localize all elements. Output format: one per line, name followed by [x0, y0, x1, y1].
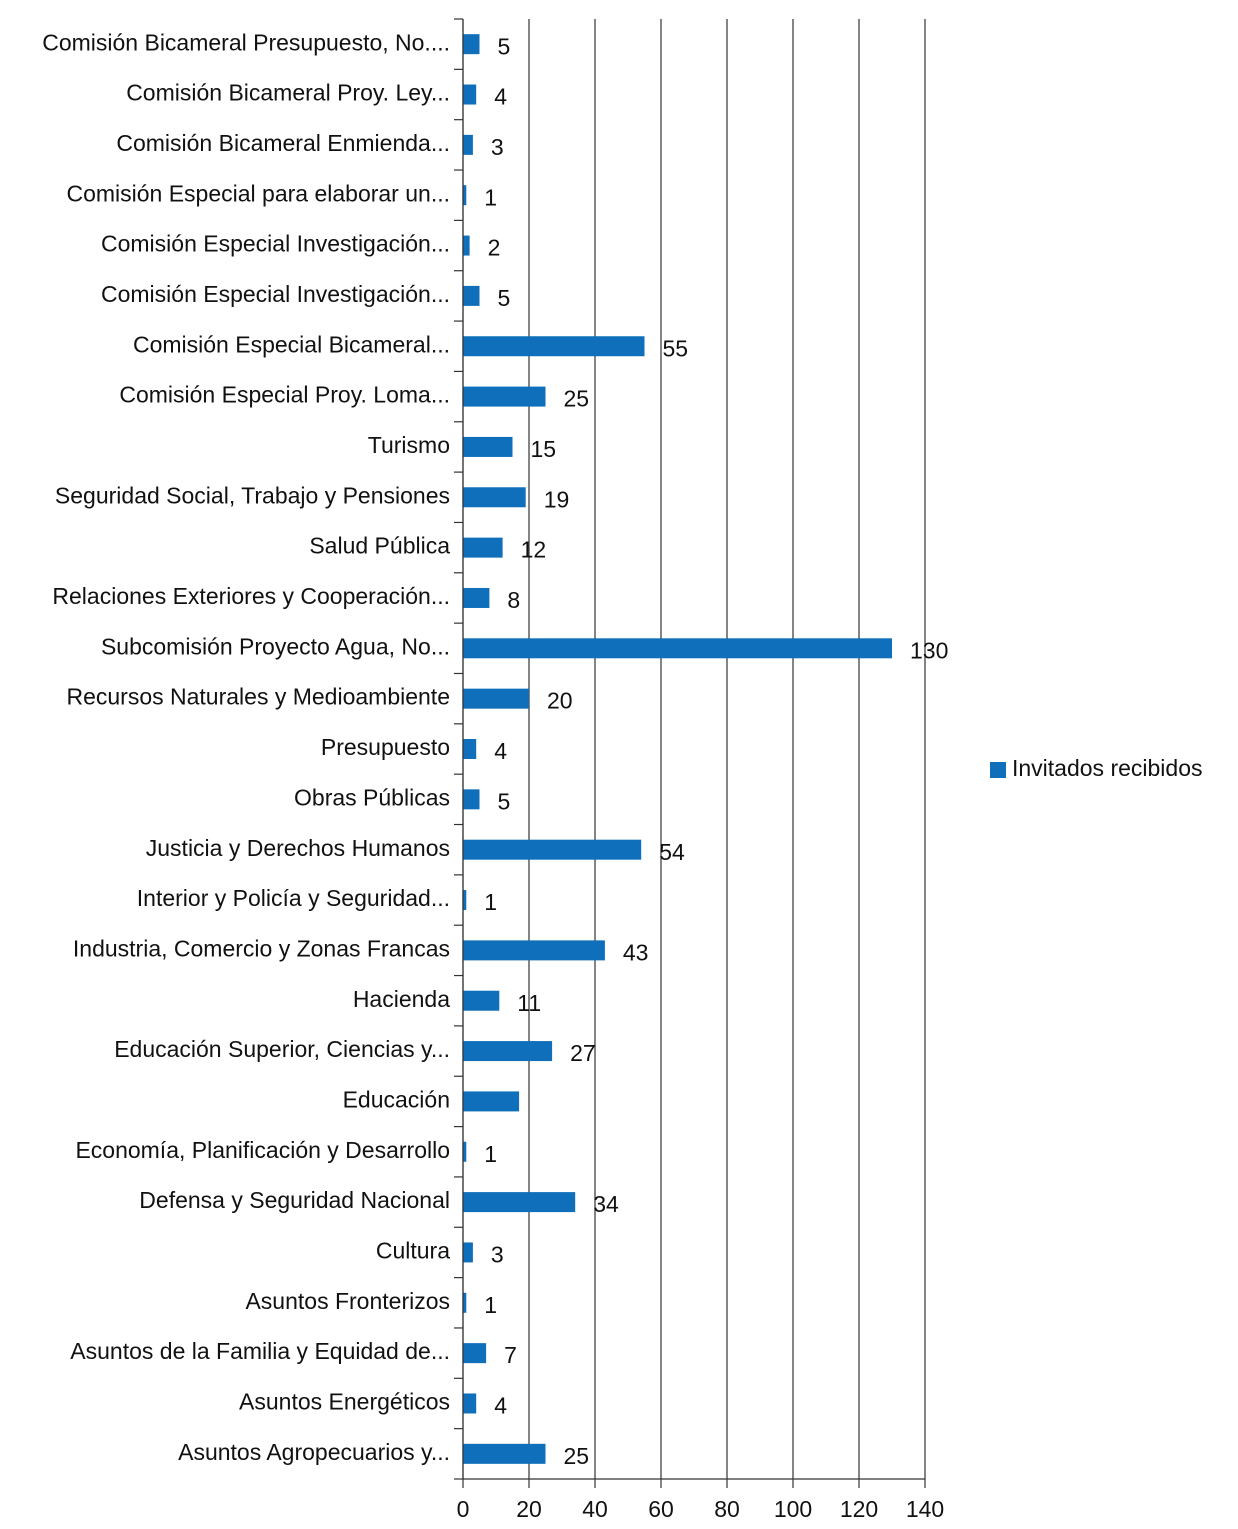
data-label: 20	[547, 688, 573, 714]
y-tick-label: Economía, Planificación y Desarrollo	[75, 1137, 450, 1163]
y-tick-label: Comisión Bicameral Enmienda...	[116, 130, 450, 156]
y-tick-label: Relaciones Exteriores y Cooperación...	[52, 583, 450, 609]
y-tick-label: Comisión Especial Bicameral...	[133, 331, 450, 357]
x-tick-label: 100	[774, 1496, 812, 1522]
x-tick-label: 60	[648, 1496, 674, 1522]
bar	[463, 285, 480, 306]
y-tick-label: Cultura	[376, 1238, 450, 1264]
bar	[463, 890, 467, 911]
bar	[463, 1141, 467, 1162]
x-tick-label: 120	[840, 1496, 878, 1522]
data-label: 11	[517, 990, 541, 1016]
data-label: 1	[484, 889, 497, 915]
y-tick-label: Comisión Bicameral Proy. Ley...	[126, 80, 450, 106]
bar	[463, 436, 513, 457]
bar	[463, 487, 526, 508]
y-tick-label: Defensa y Seguridad Nacional	[139, 1187, 450, 1213]
data-label: 1	[484, 184, 497, 210]
bar	[463, 839, 642, 860]
y-tick-label: Asuntos Agropecuarios y...	[178, 1439, 450, 1465]
data-label: 1	[484, 1292, 497, 1318]
x-tick-label: 140	[906, 1496, 944, 1522]
data-label: 130	[910, 637, 948, 663]
y-tick-label: Comisión Especial Investigación...	[101, 281, 450, 307]
y-tick-label: Interior y Policía y Seguridad...	[137, 885, 450, 911]
legend-swatch	[990, 762, 1006, 778]
bar	[463, 638, 892, 659]
bar	[463, 789, 480, 810]
y-tick-label: Industria, Comercio y Zonas Francas	[73, 935, 450, 961]
data-label: 19	[544, 486, 570, 512]
y-tick-label: Asuntos de la Familia y Equidad de...	[70, 1338, 450, 1364]
x-tick-label: 40	[582, 1496, 608, 1522]
bar	[463, 185, 467, 206]
data-label: 2	[488, 235, 501, 261]
y-tick-label: Educación Superior, Ciencias y...	[114, 1036, 450, 1062]
data-label: 5	[498, 285, 511, 311]
y-tick-label: Asuntos Energéticos	[239, 1389, 450, 1415]
bar	[463, 1393, 477, 1414]
data-label: 27	[570, 1040, 596, 1066]
y-tick-label: Turismo	[368, 432, 450, 458]
bar	[463, 1443, 546, 1464]
bar	[463, 1292, 467, 1313]
y-tick-label: Asuntos Fronterizos	[245, 1288, 450, 1314]
bar	[463, 1242, 473, 1263]
bar	[463, 134, 473, 155]
data-label: 5	[498, 788, 511, 814]
bar	[463, 739, 477, 759]
data-label: 3	[491, 1242, 504, 1268]
y-tick-label: Obras Públicas	[294, 784, 450, 810]
bar	[463, 940, 605, 961]
data-label: 3	[491, 134, 504, 160]
data-label: 55	[663, 335, 689, 361]
data-label: 34	[593, 1191, 619, 1217]
y-tick-label: Hacienda	[353, 986, 450, 1012]
data-label: 4	[494, 1393, 507, 1419]
bar	[463, 34, 480, 55]
data-label: 5	[498, 33, 511, 59]
bar	[463, 235, 470, 256]
data-label: 25	[564, 386, 590, 412]
x-tick-label: 20	[516, 1496, 542, 1522]
x-tick-label: 0	[457, 1496, 470, 1522]
bar	[463, 1091, 520, 1112]
bar	[463, 990, 500, 1011]
bar	[463, 1343, 487, 1364]
y-tick-label: Comisión Especial para elaborar un...	[66, 180, 450, 206]
data-label: 12	[521, 537, 547, 563]
y-tick-label: Salud Pública	[309, 533, 450, 559]
y-tick-label: Justicia y Derechos Humanos	[146, 835, 450, 861]
y-tick-label: Comisión Especial Investigación...	[101, 231, 450, 257]
data-label: 25	[564, 1443, 590, 1469]
data-label: 4	[494, 84, 507, 110]
data-label: 8	[507, 587, 520, 613]
x-tick-label: 80	[714, 1496, 740, 1522]
bar	[463, 386, 546, 407]
data-label: 7	[504, 1342, 517, 1368]
y-tick-label: Comisión Especial Proy. Loma...	[119, 382, 450, 408]
bar	[463, 1192, 576, 1213]
bar	[463, 1041, 553, 1062]
y-tick-label: Seguridad Social, Trabajo y Pensiones	[55, 482, 450, 508]
legend-label: Invitados recibidos	[1012, 755, 1203, 781]
data-label: 1	[484, 1141, 497, 1167]
y-tick-label: Subcomisión Proyecto Agua, No...	[101, 633, 450, 659]
data-label: 4	[494, 738, 507, 764]
y-tick-label: Recursos Naturales y Medioambiente	[66, 684, 450, 710]
bar	[463, 537, 503, 558]
y-tick-label: Comisión Bicameral Presupuesto, No....	[42, 29, 450, 55]
bar	[463, 336, 645, 357]
bar	[463, 587, 490, 608]
bar	[463, 688, 529, 709]
data-label: 43	[623, 939, 649, 965]
y-tick-label: Presupuesto	[321, 734, 450, 760]
bar	[463, 84, 477, 105]
data-label: 54	[659, 839, 685, 865]
y-tick-label: Educación	[343, 1086, 450, 1112]
data-label: 15	[531, 436, 557, 462]
